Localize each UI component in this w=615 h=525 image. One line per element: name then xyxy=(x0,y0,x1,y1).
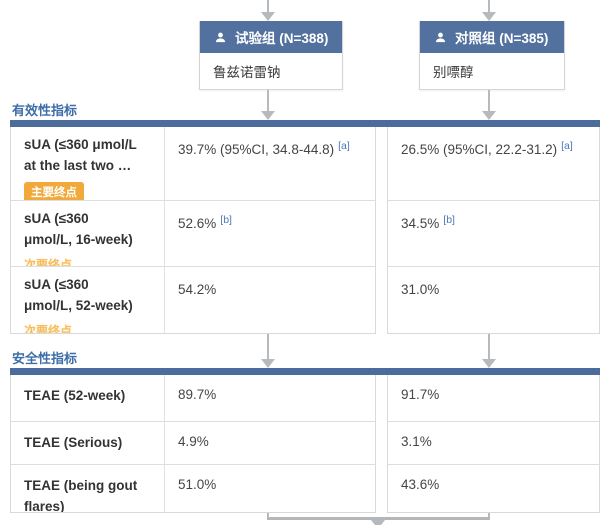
value-cell: 51.0% xyxy=(165,465,375,512)
group-title-control: 对照组 (N=385) xyxy=(455,31,549,46)
group-header-control: 对照组 (N=385) xyxy=(420,21,564,53)
connector-line xyxy=(488,513,490,518)
row-label: μmol/L, 52-week) xyxy=(24,297,133,313)
drug-name-control: 别嘌醇 xyxy=(433,65,474,80)
table-row: 43.6% xyxy=(388,464,599,512)
result-value: 43.6% xyxy=(401,477,440,492)
result-value: 51.0% xyxy=(178,477,217,492)
person-icon xyxy=(434,31,447,44)
row-label-cell: sUA (≤360 μmol/L, 52-week) 次要终点 xyxy=(11,267,165,333)
arrow-down-icon xyxy=(261,12,275,21)
row-label-cell: TEAE (Serious) xyxy=(11,422,165,464)
drug-name-treatment: 鲁兹诺雷钠 xyxy=(213,65,281,80)
safety-table-treatment: TEAE (52-week) 89.7% TEAE (Serious) 4.9%… xyxy=(10,375,376,513)
arrow-down-icon xyxy=(261,111,275,120)
row-label: TEAE (Serious) xyxy=(24,435,123,450)
table-row: TEAE (being gout flares) 51.0% xyxy=(11,464,375,512)
row-label-cell: sUA (≤360 μmol/L at the last two … 主要终点 xyxy=(11,127,165,200)
value-cell: 3.1% xyxy=(388,422,599,464)
endpoint-badge-primary: 主要终点 xyxy=(24,181,84,200)
table-top-bar-safety xyxy=(10,368,600,375)
row-label: μmol/L, 16-week) xyxy=(24,231,133,247)
connector-line xyxy=(267,0,269,13)
row-label: sUA (≤360 xyxy=(24,277,89,292)
connector-line xyxy=(267,517,490,520)
group-box-treatment: 试验组 (N=388) 鲁兹诺雷钠 xyxy=(199,21,343,90)
result-value: 52.6% xyxy=(178,216,217,231)
table-row: 34.5% [b] xyxy=(388,200,599,266)
arrow-down-icon xyxy=(482,12,496,21)
value-cell: 26.5% (95%CI, 22.2-31.2) [a] xyxy=(388,127,599,200)
connector-line xyxy=(488,90,490,112)
result-value: 4.9% xyxy=(178,434,209,449)
value-cell: 4.9% xyxy=(165,422,375,464)
value-cell: 39.7% (95%CI, 34.8-44.8) [a] xyxy=(165,127,375,200)
group-title-treatment: 试验组 (N=388) xyxy=(235,31,329,46)
table-row: 3.1% xyxy=(388,421,599,464)
row-label: TEAE (52-week) xyxy=(24,388,126,403)
person-icon xyxy=(214,31,227,44)
table-row: 91.7% xyxy=(388,375,599,421)
result-value: 26.5% (95%CI, 22.2-31.2) xyxy=(401,142,558,157)
footnote-ref-b[interactable]: [b] xyxy=(220,214,232,226)
table-top-bar-efficacy xyxy=(10,120,600,127)
value-cell: 52.6% [b] xyxy=(165,201,375,266)
connector-line xyxy=(488,0,490,13)
safety-table-control: 91.7% 3.1% 43.6% xyxy=(387,375,600,513)
efficacy-table-treatment: sUA (≤360 μmol/L at the last two … 主要终点 … xyxy=(10,127,376,334)
footnote-ref-a[interactable]: [a] xyxy=(561,140,573,152)
group-header-treatment: 试验组 (N=388) xyxy=(200,21,342,53)
table-row: sUA (≤360 μmol/L, 16-week) 次要终点 52.6% [b] xyxy=(11,200,375,266)
result-value: 39.7% (95%CI, 34.8-44.8) xyxy=(178,142,335,157)
value-cell: 54.2% xyxy=(165,267,375,333)
row-label-cell: TEAE (52-week) xyxy=(11,375,165,421)
row-label: sUA (≤360 xyxy=(24,211,89,226)
section-title-safety: 安全性指标 xyxy=(12,351,78,366)
result-value: 34.5% xyxy=(401,216,440,231)
value-cell: 89.7% xyxy=(165,375,375,421)
endpoint-badge-secondary: 次要终点 xyxy=(24,323,73,333)
table-row: TEAE (Serious) 4.9% xyxy=(11,421,375,464)
connector-line xyxy=(488,334,490,360)
connector-line xyxy=(267,90,269,112)
arrow-down-icon xyxy=(482,111,496,120)
group-box-control: 对照组 (N=385) 别嘌醇 xyxy=(419,21,565,90)
value-cell: 34.5% [b] xyxy=(388,201,599,266)
row-label: TEAE (being gout flares) xyxy=(24,478,138,512)
result-value: 3.1% xyxy=(401,434,432,449)
result-value: 54.2% xyxy=(178,282,217,297)
value-cell: 91.7% xyxy=(388,375,599,421)
footnote-ref-b[interactable]: [b] xyxy=(443,214,455,226)
result-value: 31.0% xyxy=(401,282,440,297)
row-label-cell: TEAE (being gout flares) xyxy=(11,465,165,512)
efficacy-table-control: 26.5% (95%CI, 22.2-31.2) [a] 34.5% [b] 31.… xyxy=(387,127,600,334)
row-label: at the last two … xyxy=(24,157,132,173)
footnote-ref-a[interactable]: [a] xyxy=(338,140,350,152)
table-row: 31.0% xyxy=(388,266,599,333)
result-value: 89.7% xyxy=(178,387,217,402)
connector-line xyxy=(267,513,269,518)
arrow-down-icon xyxy=(371,520,385,525)
value-cell: 31.0% xyxy=(388,267,599,333)
table-row: TEAE (52-week) 89.7% xyxy=(11,375,375,421)
table-row: sUA (≤360 μmol/L, 52-week) 次要终点 54.2% xyxy=(11,266,375,333)
table-row: 26.5% (95%CI, 22.2-31.2) [a] xyxy=(388,127,599,200)
section-title-efficacy: 有效性指标 xyxy=(12,103,78,118)
endpoint-badge-secondary: 次要终点 xyxy=(24,257,73,266)
row-label: sUA (≤360 μmol/L xyxy=(24,137,137,152)
row-label-cell: sUA (≤360 μmol/L, 16-week) 次要终点 xyxy=(11,201,165,266)
value-cell: 43.6% xyxy=(388,465,599,512)
table-row: sUA (≤360 μmol/L at the last two … 主要终点 … xyxy=(11,127,375,200)
result-value: 91.7% xyxy=(401,387,440,402)
arrow-down-icon xyxy=(261,359,275,368)
arrow-down-icon xyxy=(482,359,496,368)
connector-line xyxy=(267,334,269,360)
